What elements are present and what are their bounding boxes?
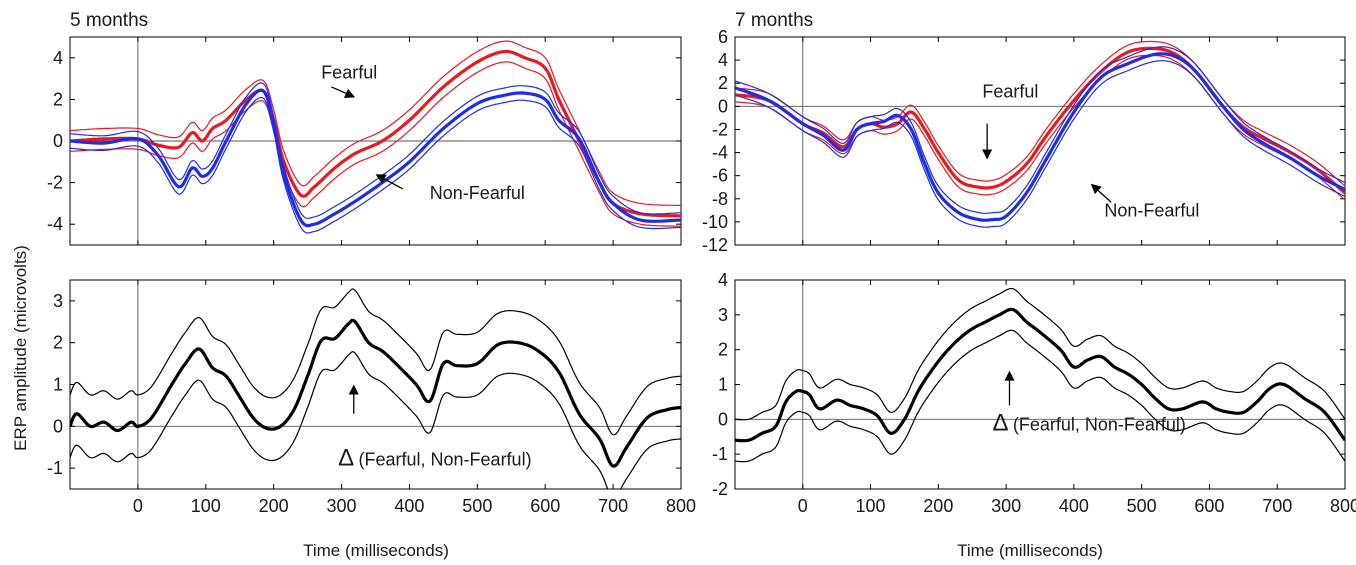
- annotation-label: (Fearful, Non-Fearful): [359, 450, 532, 470]
- y-tick-label: -8: [712, 189, 728, 209]
- annotation-label: Fearful: [321, 62, 377, 82]
- plot-area: [735, 287, 1345, 463]
- annotation-arrow: [331, 86, 347, 94]
- series-non-fearful-mean: [70, 88, 681, 228]
- plot-frame: [734, 36, 1346, 246]
- series-fearful-mean: [70, 49, 681, 218]
- annotation-arrow-head: [1004, 370, 1015, 381]
- panel-7-months-top: -12 -10 -8 -6 -4 -2 0 2 4 6 Fearful Non-Fearful: [702, 27, 1346, 255]
- panel-title-5-months: 5 months: [70, 10, 148, 31]
- x-tick-label: 700: [598, 496, 628, 516]
- x-tick-label: 500: [1127, 496, 1157, 516]
- series-non-fearful-mean: [735, 52, 1345, 222]
- series-non-fearful-lower-bound: [70, 96, 681, 234]
- series-non-fearful-upper-bound: [70, 82, 681, 219]
- y-tick-label: -6: [712, 166, 728, 186]
- y-tick-label: 4: [718, 50, 728, 70]
- series-non-fearful-upper-bound: [735, 46, 1345, 214]
- y-tick-label: 3: [53, 291, 63, 311]
- series-fearful-non-fearful-upper-bound: [70, 288, 681, 436]
- panel-7-months-difference: -2 -1 0 1 2 3 4 0 100 200 300 400 500 600 700 800 Δ (Fear…: [712, 270, 1356, 516]
- x-tick-label: 400: [1059, 496, 1089, 516]
- annotation-arrow: [384, 178, 403, 190]
- x-tick-label: 800: [1330, 496, 1356, 516]
- annotation-label: (Fearful, Non-Fearful): [1013, 415, 1186, 435]
- x-tick-label: 600: [1194, 496, 1224, 516]
- y-tick-label: 2: [718, 340, 728, 360]
- y-tick-label: 1: [53, 375, 63, 395]
- y-tick-label: -10: [702, 212, 728, 232]
- y-tick-label: -4: [47, 214, 63, 234]
- y-tick-label: -1: [712, 444, 728, 464]
- series-fearful-non-fearful-mean: [735, 307, 1345, 443]
- x-tick-label: 0: [798, 496, 808, 516]
- x-tick-label: 100: [856, 496, 886, 516]
- x-tick-label: 700: [1262, 496, 1292, 516]
- x-tick-label: 400: [394, 496, 424, 516]
- y-axis-label: ERP amplitude (microvolts): [11, 245, 30, 451]
- y-tick-label: -2: [712, 119, 728, 139]
- series-fearful-non-fearful-lower-bound: [735, 329, 1345, 463]
- y-tick-label: 0: [53, 416, 63, 436]
- x-tick-label: 0: [133, 496, 143, 516]
- y-tick-label: 2: [718, 73, 728, 93]
- annotation-arrow-head: [375, 174, 387, 184]
- x-tick-label: 200: [923, 496, 953, 516]
- series-non-fearful-lower-bound: [735, 60, 1345, 228]
- series-fearful-upper-bound: [70, 40, 681, 207]
- x-tick-label: 600: [530, 496, 560, 516]
- y-tick-label: -1: [47, 458, 63, 478]
- plot-area: [70, 288, 681, 489]
- y-tick-label: 0: [53, 131, 63, 151]
- annotation-arrow-head: [348, 384, 359, 395]
- annotation-label: Fearful: [982, 81, 1038, 101]
- annotation-delta-symbol: Δ: [338, 445, 354, 472]
- plot-area: [70, 40, 681, 234]
- annotation-arrow: [1097, 190, 1112, 203]
- plot-area: [735, 40, 1345, 228]
- y-tick-label: 4: [53, 48, 63, 68]
- y-tick-label: 0: [718, 409, 728, 429]
- panel-5-months-difference: -1 0 1 2 3 0 100 200 300 400 500 600 700 800 Δ (Fearful…: [47, 279, 696, 516]
- series-fearful-non-fearful-lower-bound: [70, 351, 681, 489]
- annotation-label: Non-Fearful: [430, 183, 525, 203]
- x-tick-label: 500: [462, 496, 492, 516]
- annotation-label: Non-Fearful: [1104, 200, 1199, 220]
- x-tick-label: 300: [991, 496, 1021, 516]
- x-tick-label: 200: [259, 496, 289, 516]
- annotation-arrow-head: [982, 149, 993, 160]
- x-axis-label-7-months: Time (milliseconds): [957, 541, 1103, 560]
- annotation-delta-symbol: Δ: [993, 410, 1009, 437]
- y-tick-label: -4: [712, 143, 728, 163]
- y-tick-label: 3: [718, 305, 728, 325]
- y-tick-label: 6: [718, 27, 728, 47]
- panel-5-months-top: -4 -2 0 2 4 Fearful Non-Fearful: [47, 36, 682, 246]
- y-tick-label: -2: [712, 479, 728, 499]
- x-axis-label-5-months: Time (milliseconds): [303, 541, 449, 560]
- y-tick-label: -2: [47, 173, 63, 193]
- panel-title-7-months: 7 months: [735, 10, 813, 31]
- x-tick-label: 800: [666, 496, 696, 516]
- series-fearful-non-fearful-upper-bound: [735, 287, 1345, 421]
- y-tick-label: -12: [702, 235, 728, 255]
- annotation-arrow-head: [1090, 183, 1102, 195]
- x-tick-label: 300: [327, 496, 357, 516]
- y-tick-label: 2: [53, 89, 63, 109]
- y-tick-label: 1: [718, 375, 728, 395]
- y-tick-label: 2: [53, 333, 63, 353]
- annotation-arrow-head: [343, 88, 356, 98]
- series-fearful-non-fearful-mean: [70, 318, 681, 468]
- y-tick-label: 4: [718, 270, 728, 290]
- x-tick-label: 100: [191, 496, 221, 516]
- y-tick-label: 0: [718, 96, 728, 116]
